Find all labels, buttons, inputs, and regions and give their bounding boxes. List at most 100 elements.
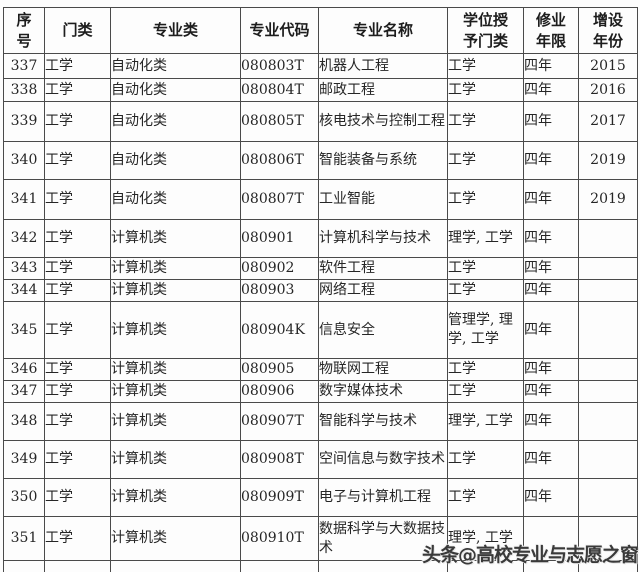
- cell-major-class: 自动化类: [110, 78, 241, 102]
- table-row: 344 工学 计算机类 080903 网络工程 工学 四年: [3, 279, 638, 302]
- col-header-index: 序 号: [3, 7, 45, 54]
- table-row: 338 工学 自动化类 080804T 邮政工程 工学 四年 2016: [3, 78, 638, 102]
- cell-name: 软件工程: [318, 257, 448, 280]
- cell-duration: [523, 516, 579, 561]
- table-row: 348 工学 计算机类 080907T 智能科学与技术 理学, 工学 四年: [3, 402, 638, 441]
- cell-duration: 四年: [523, 141, 579, 180]
- cell-degree: 工学: [447, 101, 524, 142]
- cell-index: 340: [3, 141, 45, 180]
- cell-major-class: 计算机类: [110, 478, 241, 517]
- cell-name: 智能装备与系统: [318, 141, 448, 180]
- cell-name: 数字媒体技术: [318, 380, 448, 403]
- cell-index: 339: [3, 101, 45, 142]
- cell-duration: 四年: [523, 478, 579, 517]
- cell-degree: 管理学, 理学, 工学: [447, 301, 524, 359]
- cell-major-class: 计算机类: [110, 219, 241, 258]
- cell-year: [578, 440, 638, 479]
- cell-empty: [3, 560, 45, 572]
- cell-duration: 四年: [523, 440, 579, 479]
- cell-empty: [447, 560, 524, 572]
- cell-year: 2015: [578, 53, 638, 79]
- cell-code: 080907T: [240, 402, 319, 441]
- cell-category: 工学: [44, 219, 111, 258]
- cell-major-class: 计算机类: [110, 402, 241, 441]
- cell-index: 337: [3, 53, 45, 79]
- cell-duration: 四年: [523, 402, 579, 441]
- cell-index: 342: [3, 219, 45, 258]
- cell-index: 341: [3, 179, 45, 220]
- cell-code: 080908T: [240, 440, 319, 479]
- cell-major-class: 计算机类: [110, 516, 241, 561]
- table-row: 345 工学 计算机类 080904K 信息安全 管理学, 理学, 工学 四年: [3, 301, 638, 359]
- cell-degree: 工学: [447, 478, 524, 517]
- table-header-row: 序 号门类 专业类 专业代码 专业名称 学位授 予门类 修业 年限 增设 年份: [3, 7, 638, 54]
- cell-duration: 四年: [523, 257, 579, 280]
- cell-degree: 工学: [447, 440, 524, 479]
- cell-index: 351: [3, 516, 45, 561]
- cell-code: 080902: [240, 257, 319, 280]
- cell-degree: 工学: [447, 53, 524, 79]
- cell-code: 080910T: [240, 516, 319, 561]
- table-row: 347 工学 计算机类 080906 数字媒体技术 工学 四年: [3, 380, 638, 403]
- cell-degree: 理学, 工学: [447, 219, 524, 258]
- cell-duration: 四年: [523, 380, 579, 403]
- table-row: 350 工学 计算机类 080909T 电子与计算机工程 工学 四年: [3, 478, 638, 517]
- cell-category: 工学: [44, 440, 111, 479]
- cell-index: 343: [3, 257, 45, 280]
- cell-duration: 四年: [523, 219, 579, 258]
- cell-category: 工学: [44, 101, 111, 142]
- cell-year: [578, 380, 638, 403]
- cell-year: 2016: [578, 78, 638, 102]
- table-row: 343 工学 计算机类 080902 软件工程 工学 四年: [3, 257, 638, 280]
- majors-table: 序 号门类 专业类 专业代码 专业名称 学位授 予门类 修业 年限 增设 年份 337 工学自…: [3, 7, 638, 572]
- cell-degree: 理学, 工学: [447, 516, 524, 561]
- table-row: 346 工学 计算机类 080905 物联网工程 工学 四年: [3, 358, 638, 381]
- cell-year: [578, 279, 638, 302]
- cell-code: 080909T: [240, 478, 319, 517]
- cell-degree: 工学: [447, 78, 524, 102]
- cell-name: 空间信息与数字技术: [318, 440, 448, 479]
- cell-major-class: 自动化类: [110, 141, 241, 180]
- cell-empty: [578, 560, 638, 572]
- cell-name: 邮政工程: [318, 78, 448, 102]
- cell-degree: 工学: [447, 279, 524, 302]
- table-row: 349 工学 计算机类 080908T 空间信息与数字技术 工学 四年: [3, 440, 638, 479]
- cell-major-class: 计算机类: [110, 440, 241, 479]
- cell-code: 080903: [240, 279, 319, 302]
- cell-year: [578, 516, 638, 561]
- cell-index: 348: [3, 402, 45, 441]
- cell-category: 工学: [44, 279, 111, 302]
- cell-year: 2019: [578, 179, 638, 220]
- cell-index: 346: [3, 358, 45, 381]
- cell-code: 080804T: [240, 78, 319, 102]
- cell-duration: 四年: [523, 301, 579, 359]
- cell-year: 2017: [578, 101, 638, 142]
- cell-duration: 四年: [523, 279, 579, 302]
- cell-name: 信息安全: [318, 301, 448, 359]
- cell-code: 080803T: [240, 53, 319, 79]
- cell-year: [578, 402, 638, 441]
- cell-major-class: 自动化类: [110, 101, 241, 142]
- cell-category: 工学: [44, 402, 111, 441]
- cell-empty: [240, 560, 319, 572]
- cell-major-class: 计算机类: [110, 358, 241, 381]
- cell-name: 物联网工程: [318, 358, 448, 381]
- cell-degree: 工学: [447, 358, 524, 381]
- cell-category: 工学: [44, 257, 111, 280]
- cell-major-class: 计算机类: [110, 257, 241, 280]
- cell-year: [578, 358, 638, 381]
- cell-index: 345: [3, 301, 45, 359]
- col-header-year: 增设 年份: [578, 7, 638, 54]
- cell-category: 工学: [44, 478, 111, 517]
- cell-duration: 四年: [523, 78, 579, 102]
- cell-index: 350: [3, 478, 45, 517]
- cell-category: 工学: [44, 358, 111, 381]
- cell-category: 工学: [44, 516, 111, 561]
- cell-empty: [318, 560, 448, 572]
- cell-name: 核电技术与控制工程: [318, 101, 448, 142]
- cell-code: 080904K: [240, 301, 319, 359]
- table-row-partial: [3, 560, 638, 572]
- cell-name: 网络工程: [318, 279, 448, 302]
- cell-major-class: 计算机类: [110, 301, 241, 359]
